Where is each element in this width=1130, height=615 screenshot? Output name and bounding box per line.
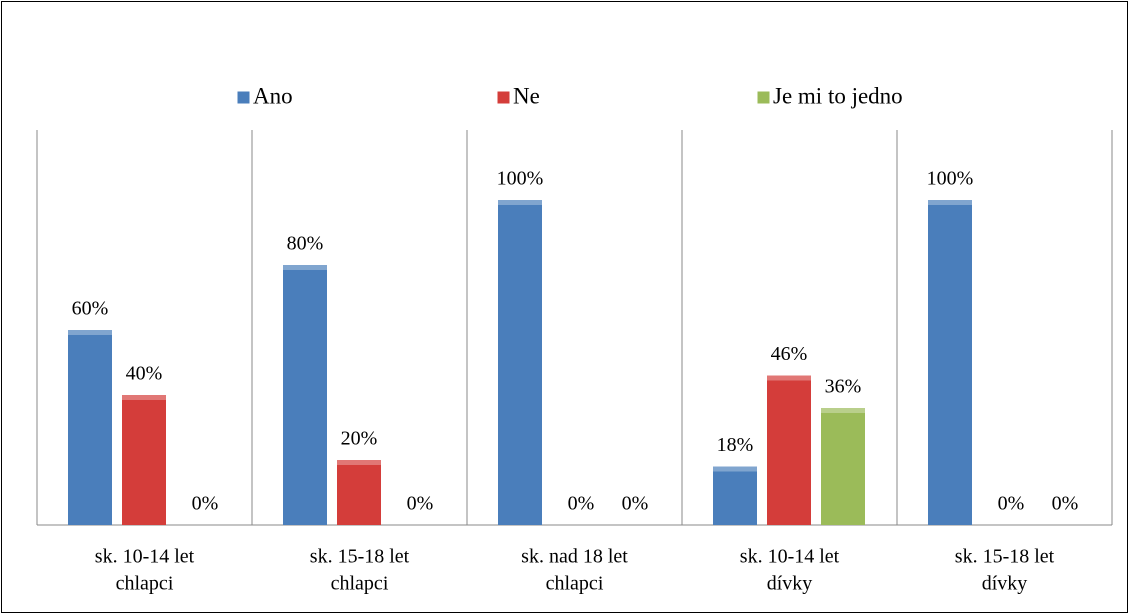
data-label: 100%: [927, 168, 974, 190]
x-tick-label: dívky: [767, 573, 813, 595]
data-label: 36%: [825, 376, 862, 398]
legend-swatch: [756, 90, 771, 105]
bar-group: [283, 265, 327, 525]
data-label: 100%: [497, 168, 544, 190]
bar-top: [928, 200, 972, 205]
bar: [928, 200, 972, 525]
bar-group: [767, 375, 811, 525]
bar: [713, 466, 757, 525]
data-label: 0%: [407, 493, 434, 515]
bar-group: [928, 200, 972, 525]
bar-top: [767, 375, 811, 381]
data-label: 60%: [72, 298, 109, 320]
legend-label: Ne: [513, 83, 540, 108]
data-label: 20%: [341, 428, 378, 450]
bar: [337, 460, 381, 525]
x-tick-label: sk. 15-18 let: [955, 546, 1055, 568]
data-label: 0%: [568, 493, 595, 515]
bar-group: [713, 466, 757, 525]
bar-top: [283, 265, 327, 270]
bar-group: [821, 408, 865, 525]
x-tick-label: chlapci: [116, 573, 174, 595]
bar: [68, 330, 112, 525]
bar-group: [498, 200, 542, 525]
bar-group: [337, 460, 381, 525]
bar: [283, 265, 327, 525]
x-tick-label: sk. 10-14 let: [740, 546, 840, 568]
bar: [821, 408, 865, 525]
data-label: 80%: [287, 233, 324, 255]
data-label: 40%: [126, 363, 163, 385]
bar-top: [713, 466, 757, 472]
legend-swatch: [236, 90, 251, 105]
data-label: 18%: [717, 434, 754, 456]
data-label: 46%: [771, 343, 808, 365]
legend-label: Je mi to jedno: [773, 83, 903, 108]
x-tick-label: sk. 10-14 let: [95, 546, 195, 568]
data-label: 0%: [622, 493, 649, 515]
bar-top: [337, 460, 381, 465]
legend-label: Ano: [253, 83, 293, 108]
x-tick-label: dívky: [982, 573, 1028, 595]
x-tick-label: sk. 15-18 let: [310, 546, 410, 568]
bar-group: [122, 395, 166, 525]
bar: [122, 395, 166, 525]
bar-top: [498, 200, 542, 205]
x-tick-label: chlapci: [546, 573, 604, 595]
bar-top: [68, 330, 112, 335]
data-label: 0%: [192, 493, 219, 515]
bar-top: [122, 395, 166, 400]
data-label: 0%: [1052, 493, 1079, 515]
data-label: 0%: [998, 493, 1025, 515]
bar-top: [821, 408, 865, 413]
bar: [498, 200, 542, 525]
x-tick-label: chlapci: [331, 573, 389, 595]
legend-swatch: [496, 90, 511, 105]
x-tick-label: sk. nad 18 let: [521, 546, 628, 568]
bar-group: [68, 330, 112, 525]
bar: [767, 375, 811, 525]
